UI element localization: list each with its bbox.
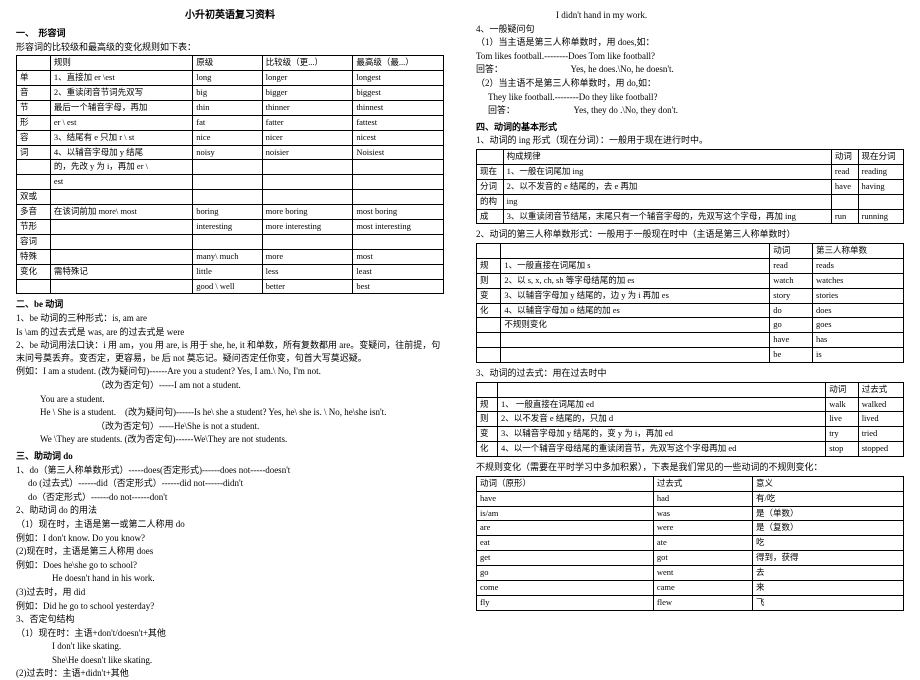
line: （1）当主语是第三人称单数时，用 does,如：	[476, 36, 904, 49]
line: (3)过去时，用 did	[16, 586, 444, 599]
line: （2）当主语不是第三人称单数时，用 do,如：	[476, 77, 904, 90]
line: 2、助动词 do 的用法	[16, 504, 444, 517]
line: You are a student.	[16, 393, 444, 406]
line: （改为否定句）-----He\She is not a student.	[16, 420, 444, 433]
line: 例如：I am a student. (改为疑问句)------Are you …	[16, 365, 444, 378]
line: 例如：I don't know. Do you know?	[16, 532, 444, 545]
line: Tom likes football.--------Does Tom like…	[476, 50, 904, 63]
line: 2、be 动词用法口诀：i 用 am，you 用 are, is 用于 she,…	[16, 339, 444, 364]
section-5-sub: 2、动词的第三人称单数形式：一般用于一般现在时中（主语是第三人称单数时）	[476, 228, 904, 241]
ing-table: 构成规律动词现在分词 现在1、一般在词尾加 ingreadreading 分词2…	[476, 149, 904, 224]
line: 3、否定句结构	[16, 613, 444, 626]
line: （改为否定句）-----I am not a student.	[16, 379, 444, 392]
section-4-h: 四、动词的基本形式	[476, 121, 904, 134]
line: 4、一般疑问句	[476, 23, 904, 36]
line: 1、be 动词的三种形式：is, am are	[16, 312, 444, 325]
adj-table: 规则 原级 比较级（更...） 最高级（最...） 单1、直接加 er \est…	[16, 55, 444, 294]
line: He \ She is a student. (改为疑问句)------Is h…	[16, 406, 444, 419]
line: (2)现在时，主语是第三人称用 does	[16, 545, 444, 558]
doc-title: 小升初英语复习资料	[16, 9, 444, 23]
section-6-sub: 3、动词的过去式：用在过去时中	[476, 367, 904, 380]
left-column: 小升初英语复习资料 一、 形容词 形容词的比较级和最高级的变化规则如下表： 规则…	[0, 0, 460, 651]
section-1-sub: 形容词的比较级和最高级的变化规则如下表：	[16, 41, 444, 54]
table-row: 规则 原级 比较级（更...） 最高级（最...）	[17, 56, 444, 71]
line: She\He doesn't like skating.	[16, 654, 444, 667]
irregular-table: 动词（原形）过去式意义 havehad有/吃 is/amwas是（单数） are…	[476, 476, 904, 611]
line: We \They are students. (改为否定句)------We\T…	[16, 433, 444, 446]
section-2-h: 二、be 动词	[16, 298, 444, 311]
line: He doesn't hand in his work.	[16, 572, 444, 585]
line: I didn't hand in my work.	[476, 9, 904, 22]
section-3-h: 三、助动词 do	[16, 450, 444, 463]
third-person-table: 动词第三人称单数 规1、一般直接在词尾加 sreadreads 则2、以 s, …	[476, 243, 904, 363]
line: 回答： Yes, he does.\No, he doesn't.	[476, 63, 904, 76]
line: Is \am 的过去式是 was, are 的过去式是 were	[16, 326, 444, 339]
right-column: I didn't hand in my work. 4、一般疑问句 （1）当主语…	[460, 0, 920, 651]
past-tense-table: 动词过去式 规1、 一般直接在词尾加 edwalkwalked 则2、以不发音 …	[476, 382, 904, 457]
line: （1）现在时：主语+don't/doesn't+其他	[16, 627, 444, 640]
section-4-sub: 1、动词的 ing 形式（现在分词）：一般用于现在进行时中。	[476, 134, 904, 147]
section-1-h: 一、 形容词	[16, 27, 444, 40]
line: 1、do（第三人称单数形式）-----does(否定形式)------does …	[16, 464, 444, 477]
line: do（否定形式）------do not------don't	[16, 491, 444, 504]
line: 回答： Yes, they do .\No, they don't.	[476, 104, 904, 117]
line: 例如：Did he go to school yesterday?	[16, 600, 444, 613]
line: （1）现在时，主语是第一或第二人称用 do	[16, 518, 444, 531]
line: They like football.--------Do they like …	[476, 91, 904, 104]
line: 例如：Does he\she go to school?	[16, 559, 444, 572]
irregular-note: 不规则变化（需要在平时学习中多加积累），下表是我们常见的一些动词的不规则变化：	[476, 461, 904, 474]
line: (2)过去时：主语+didn't+其他	[16, 667, 444, 680]
line: do (过去式）------did（否定形式）------did not----…	[16, 477, 444, 490]
